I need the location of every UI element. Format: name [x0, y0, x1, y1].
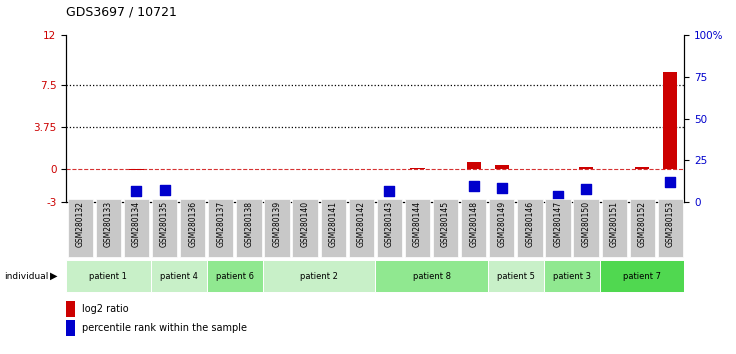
FancyBboxPatch shape	[66, 260, 151, 292]
FancyBboxPatch shape	[461, 199, 486, 257]
Bar	[607, 169, 621, 170]
Text: GSM280140: GSM280140	[300, 201, 310, 247]
FancyBboxPatch shape	[573, 199, 599, 257]
Text: GSM280141: GSM280141	[329, 201, 338, 247]
Text: GSM280134: GSM280134	[132, 201, 141, 247]
Bar	[66, 301, 75, 317]
Point	[665, 179, 676, 185]
Bar	[495, 165, 509, 169]
Text: GSM280138: GSM280138	[244, 201, 253, 247]
Text: GDS3697 / 10721: GDS3697 / 10721	[66, 5, 177, 18]
FancyBboxPatch shape	[375, 260, 488, 292]
FancyBboxPatch shape	[600, 260, 684, 292]
Point	[552, 193, 564, 199]
FancyBboxPatch shape	[321, 199, 346, 257]
FancyBboxPatch shape	[180, 199, 205, 257]
FancyBboxPatch shape	[630, 199, 655, 257]
FancyBboxPatch shape	[96, 199, 121, 257]
Bar	[663, 72, 677, 169]
Text: patient 5: patient 5	[497, 272, 535, 281]
Text: patient 6: patient 6	[216, 272, 254, 281]
Text: GSM280147: GSM280147	[553, 201, 562, 247]
Text: GSM280148: GSM280148	[470, 201, 478, 247]
Text: GSM280142: GSM280142	[357, 201, 366, 247]
FancyBboxPatch shape	[68, 199, 93, 257]
Text: GSM280133: GSM280133	[104, 201, 113, 247]
Text: GSM280150: GSM280150	[581, 201, 590, 247]
FancyBboxPatch shape	[377, 199, 402, 257]
FancyBboxPatch shape	[263, 260, 375, 292]
FancyBboxPatch shape	[208, 199, 233, 257]
Point	[580, 186, 592, 192]
Bar	[467, 162, 481, 169]
Text: GSM280144: GSM280144	[413, 201, 422, 247]
Text: GSM280149: GSM280149	[498, 201, 506, 247]
Text: patient 3: patient 3	[553, 272, 591, 281]
Bar	[130, 169, 144, 170]
Text: GSM280132: GSM280132	[76, 201, 85, 247]
FancyBboxPatch shape	[545, 199, 570, 257]
FancyBboxPatch shape	[433, 199, 459, 257]
Bar	[635, 167, 649, 169]
Point	[468, 183, 480, 189]
FancyBboxPatch shape	[658, 199, 683, 257]
FancyBboxPatch shape	[151, 260, 207, 292]
Text: patient 8: patient 8	[413, 272, 450, 281]
FancyBboxPatch shape	[544, 260, 600, 292]
FancyBboxPatch shape	[405, 199, 430, 257]
Text: GSM280143: GSM280143	[385, 201, 394, 247]
FancyBboxPatch shape	[207, 260, 263, 292]
Text: GSM280151: GSM280151	[609, 201, 619, 247]
Text: patient 7: patient 7	[623, 272, 662, 281]
FancyBboxPatch shape	[601, 199, 627, 257]
Bar	[411, 168, 425, 169]
Text: patient 2: patient 2	[300, 272, 338, 281]
FancyBboxPatch shape	[292, 199, 318, 257]
Text: ▶: ▶	[50, 271, 57, 281]
Text: GSM280136: GSM280136	[188, 201, 197, 247]
Text: GSM280146: GSM280146	[526, 201, 534, 247]
Text: GSM280137: GSM280137	[216, 201, 225, 247]
FancyBboxPatch shape	[236, 199, 261, 257]
Bar	[579, 166, 593, 169]
Text: GSM280135: GSM280135	[160, 201, 169, 247]
Text: log2 ratio: log2 ratio	[82, 304, 129, 314]
FancyBboxPatch shape	[152, 199, 177, 257]
FancyBboxPatch shape	[124, 199, 149, 257]
Text: GSM280152: GSM280152	[638, 201, 647, 247]
Point	[383, 189, 395, 194]
Text: GSM280139: GSM280139	[272, 201, 281, 247]
Text: GSM280145: GSM280145	[441, 201, 450, 247]
Point	[130, 188, 142, 194]
Text: patient 4: patient 4	[160, 272, 197, 281]
Text: patient 1: patient 1	[90, 272, 127, 281]
FancyBboxPatch shape	[349, 199, 374, 257]
Text: individual: individual	[4, 272, 48, 281]
Text: percentile rank within the sample: percentile rank within the sample	[82, 323, 247, 333]
FancyBboxPatch shape	[264, 199, 290, 257]
Point	[496, 185, 508, 190]
FancyBboxPatch shape	[488, 260, 544, 292]
FancyBboxPatch shape	[489, 199, 514, 257]
FancyBboxPatch shape	[517, 199, 542, 257]
Point	[159, 187, 171, 193]
Bar	[66, 320, 75, 336]
Text: GSM280153: GSM280153	[666, 201, 675, 247]
